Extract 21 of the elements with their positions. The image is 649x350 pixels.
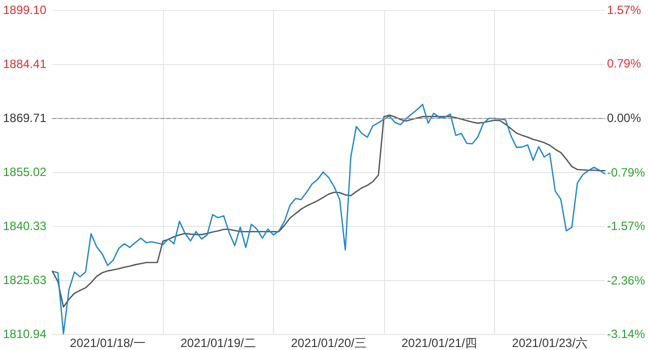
x-tick-label: 2021/01/20/三 [290,336,366,350]
x-tick-label: 2021/01/18/一 [70,336,146,350]
line-series [52,114,606,308]
y-tick-label: 1825.63 [2,273,47,288]
y2-tick-label: -1.57% [607,219,646,233]
y-tick-label: 1869.71 [2,111,47,126]
y2-tick-label: -0.79% [607,165,646,180]
y-tick-label: 1840.33 [2,218,47,233]
line-series [52,104,606,334]
y-tick-label: 1855.02 [2,165,47,179]
x-tick-label: 2021/01/19/二 [180,336,256,350]
x-tick-label: 2021/01/21/四 [402,336,477,350]
y2-tick-label: 1.57% [607,3,642,17]
y-tick-label: 1899.10 [2,3,47,17]
y-tick-label: 1884.41 [2,56,47,71]
x-tick-label: 2021/01/23/六 [512,336,588,350]
y2-tick-label: 0.79% [607,56,642,71]
y-tick-label: 1810.94 [2,327,47,341]
y2-tick-label: 0.00% [607,111,642,125]
y2-tick-label: -2.36% [607,273,646,288]
y2-tick-label: -3.14% [607,327,646,341]
